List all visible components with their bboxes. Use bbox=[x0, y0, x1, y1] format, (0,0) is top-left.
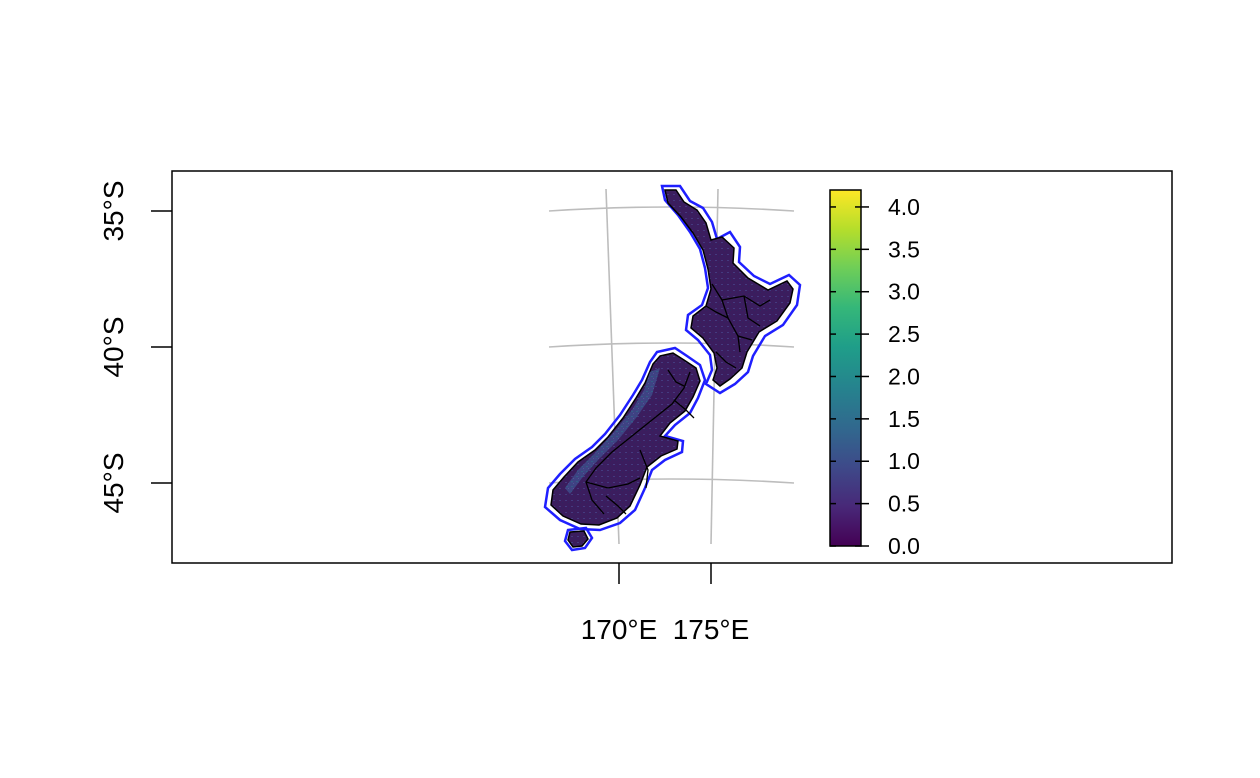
plot-frame bbox=[171, 170, 1173, 564]
legend-tick-label: 2.0 bbox=[888, 363, 920, 389]
legend-tick-label: 1.5 bbox=[888, 406, 920, 432]
legend-tick-label: 3.5 bbox=[888, 236, 920, 262]
legend-tick-label: 2.5 bbox=[888, 321, 920, 347]
x-tick-label-170: 170°E bbox=[581, 614, 658, 645]
y-axis bbox=[151, 210, 172, 484]
legend-colorbar bbox=[829, 189, 862, 547]
stewart-island bbox=[567, 530, 589, 548]
graticule-40s bbox=[548, 342, 795, 348]
legend-ticks: 0.0 0.5 1.0 1.5 2.0 2.5 3.0 3.5 4.0 bbox=[830, 194, 920, 559]
north-island bbox=[664, 189, 794, 387]
y-tick-label-40s: 40°S bbox=[98, 316, 129, 377]
x-tick-label-175: 175°E bbox=[673, 614, 750, 645]
legend-tick-label: 1.0 bbox=[888, 448, 920, 474]
legend-tick-label: 0.5 bbox=[888, 491, 920, 517]
legend-tick-label: 3.0 bbox=[888, 279, 920, 305]
y-tick-label-45s: 45°S bbox=[98, 452, 129, 513]
southern-alps bbox=[565, 368, 660, 494]
legend-tick-label: 4.0 bbox=[888, 194, 920, 220]
y-tick-label-35s: 35°S bbox=[98, 180, 129, 241]
outline-buffer bbox=[543, 184, 802, 552]
legend-tick-label: 0.0 bbox=[888, 533, 920, 559]
x-axis bbox=[618, 563, 712, 584]
region-borders bbox=[585, 283, 771, 515]
